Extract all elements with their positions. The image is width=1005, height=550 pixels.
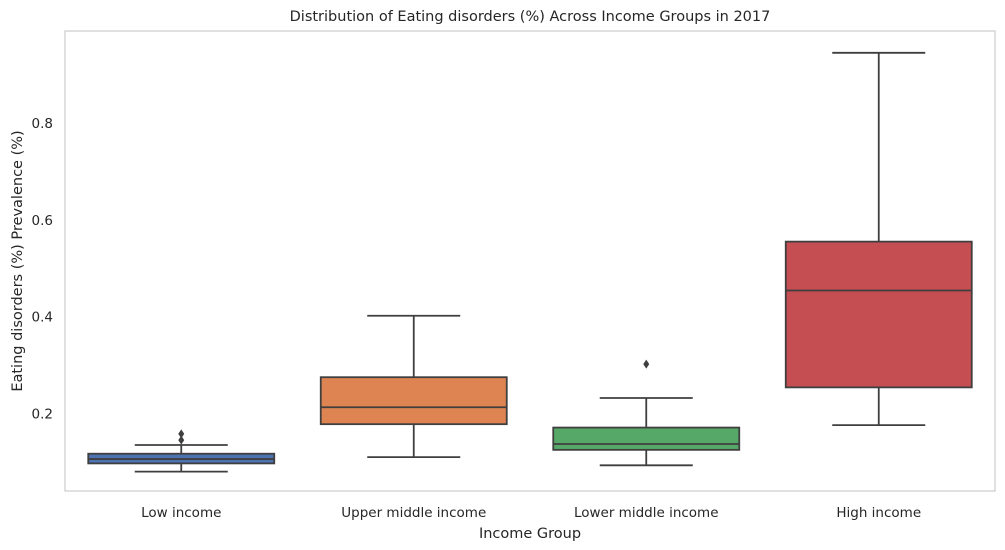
x-tick-label: High income	[836, 505, 921, 521]
box-2	[319, 314, 508, 459]
outlier-point	[178, 435, 185, 445]
x-axis-ticks: Low income Upper middle income Lower middl…	[141, 505, 921, 521]
x-tick-label: Lower middle income	[574, 505, 719, 521]
box-body	[784, 240, 973, 389]
y-tick-label: 0.6	[32, 213, 53, 229]
box-4	[784, 51, 973, 427]
x-tick-label: Upper middle income	[341, 505, 486, 521]
outlier-point	[643, 359, 650, 369]
boxes	[87, 51, 973, 473]
x-axis-label: Income Group	[479, 526, 581, 542]
outlier-point	[178, 429, 185, 439]
chart-title: Distribution of Eating disorders (%) Acr…	[290, 9, 771, 25]
x-tick-label: Low income	[141, 505, 221, 521]
y-tick-label: 0.4	[32, 310, 53, 326]
y-tick-label: 0.2	[32, 407, 53, 423]
y-axis-ticks: 0.2 0.4 0.6 0.8	[32, 116, 53, 423]
y-axis-label: Eating disorders (%) Prevalence (%)	[10, 130, 26, 391]
box-body	[552, 426, 741, 451]
box-1	[87, 429, 276, 473]
y-tick-label: 0.8	[32, 116, 53, 132]
box-body	[319, 376, 508, 426]
box-3	[552, 359, 741, 467]
